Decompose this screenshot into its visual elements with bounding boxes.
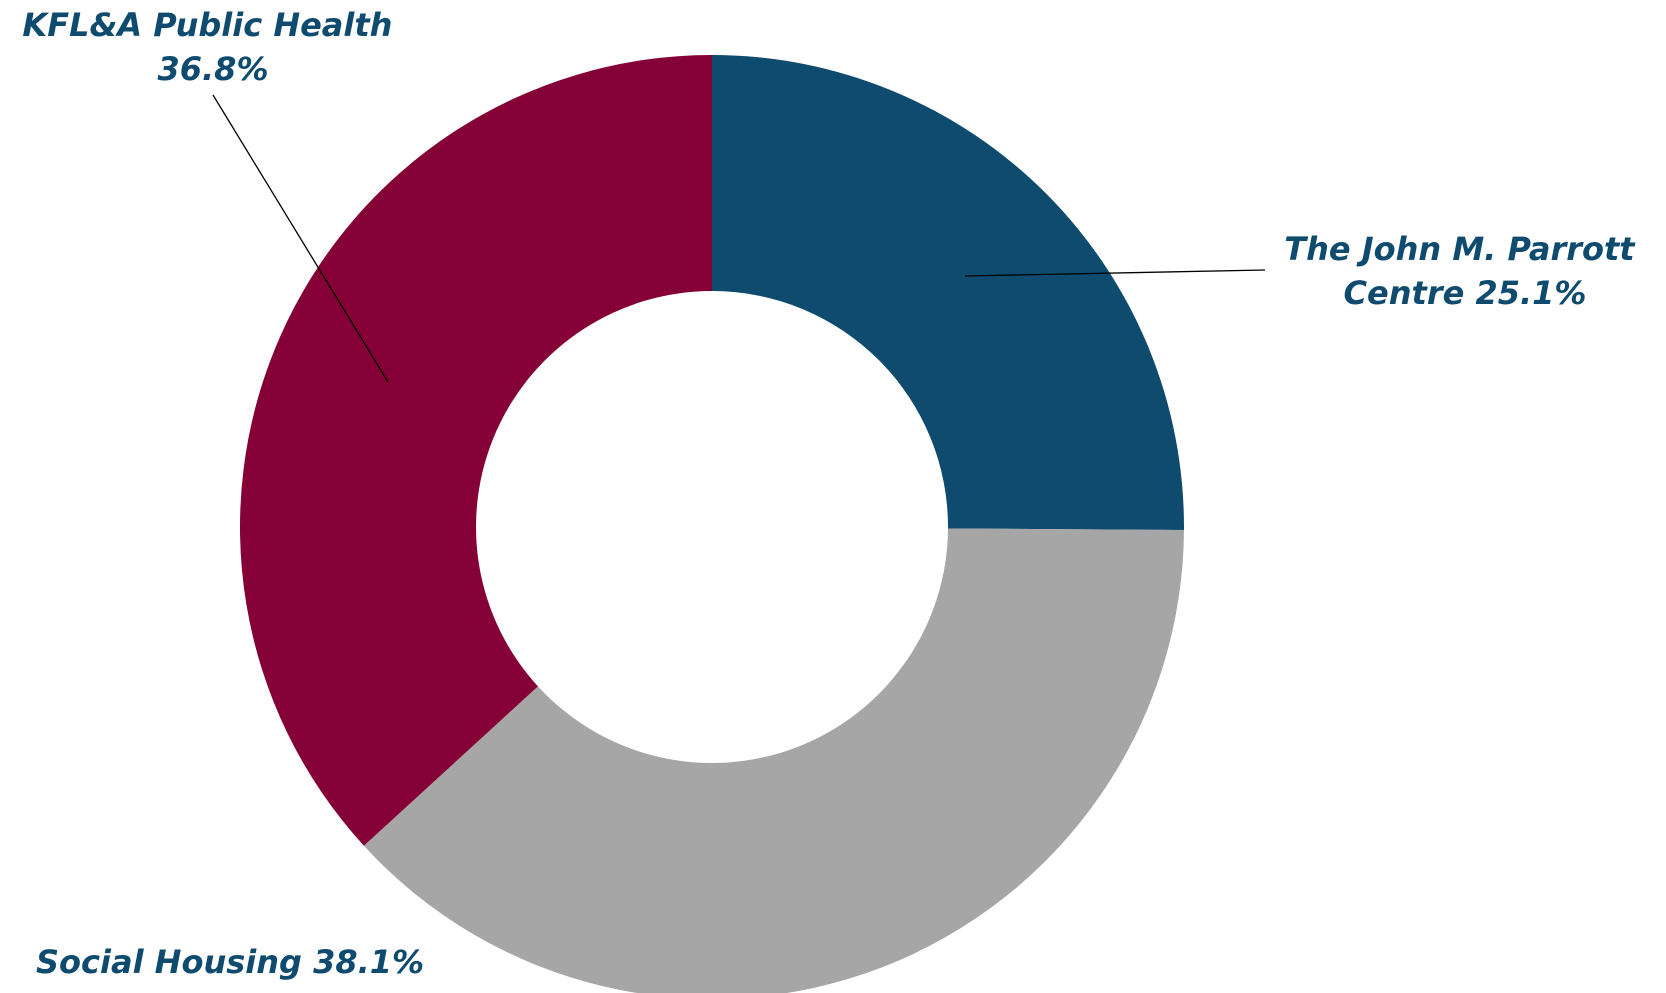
leader-line-kfl-a-public-health <box>212 94 389 383</box>
data-label-john-m-parrott: The John M. Parrott Centre 25.1% <box>1284 230 1645 312</box>
donut-slice-social-housing <box>363 528 1184 993</box>
data-label-kfla-public-health-line-2: 36.8% <box>157 50 268 88</box>
leader-line-the-john-m-parrott-centre <box>964 269 1266 277</box>
data-label-kfla-public-health: KFL&A Public Health 36.8% <box>22 6 403 88</box>
donut-slices <box>240 55 1184 993</box>
donut-slice-the-john-m-parrott-centre <box>712 55 1184 530</box>
data-label-kfla-public-health-line-1: KFL&A Public Health <box>22 6 392 44</box>
leader-lines <box>212 94 1266 383</box>
data-label-social-housing-line-1: Social Housing 38.1% <box>36 943 424 981</box>
data-label-john-m-parrott-line-1: The John M. Parrott <box>1284 230 1636 268</box>
data-label-social-housing: Social Housing 38.1% <box>36 943 424 981</box>
donut-slice-kfl-a-public-health <box>240 55 712 846</box>
data-label-john-m-parrott-line-2: Centre 25.1% <box>1344 274 1587 312</box>
